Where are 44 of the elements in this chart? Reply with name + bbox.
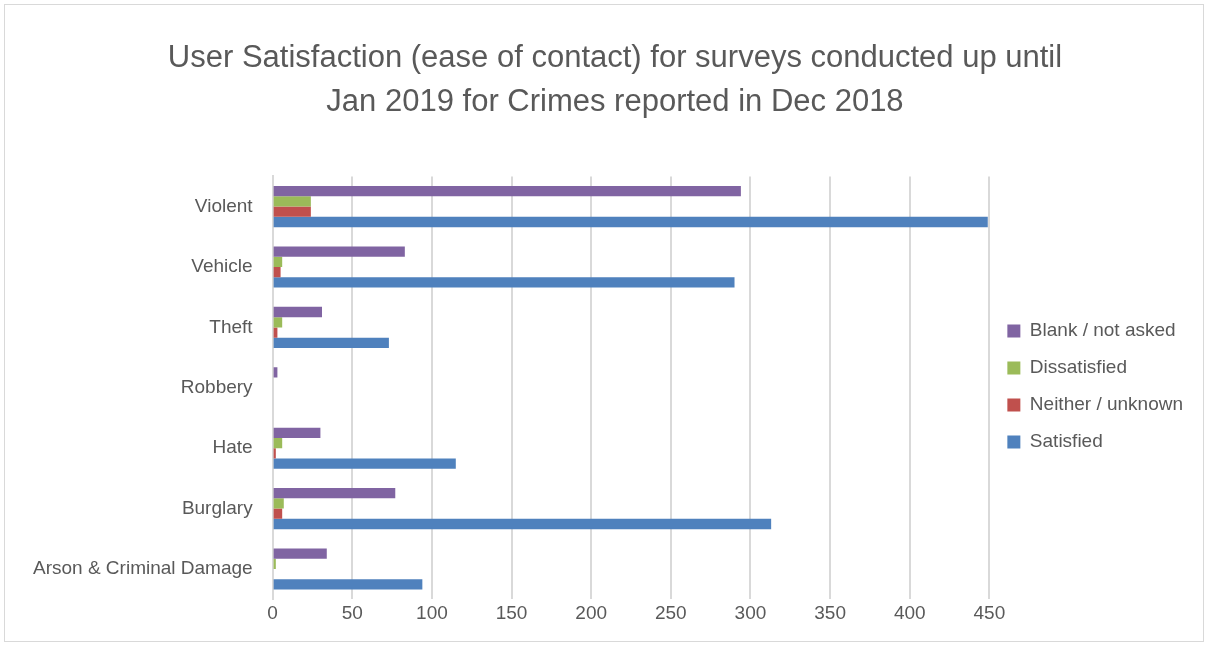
legend-label: Neither / unknown <box>1029 393 1184 415</box>
bar <box>273 488 396 499</box>
y-tick-label: Theft <box>209 315 254 337</box>
bar <box>273 186 741 197</box>
bar <box>273 448 276 459</box>
bar <box>273 267 281 278</box>
bar <box>273 579 423 590</box>
x-tick-label: 50 <box>341 601 363 623</box>
bar <box>273 206 311 217</box>
x-tick-label: 200 <box>575 601 608 623</box>
legend-label: Satisfied <box>1029 430 1103 452</box>
x-tick-label: 400 <box>893 601 926 623</box>
bar <box>273 216 988 228</box>
y-tick-label: Vehicle <box>191 255 253 277</box>
x-tick-label: 350 <box>814 601 846 623</box>
bar <box>273 498 284 509</box>
x-tick-label: 0 <box>267 601 278 623</box>
x-tick-label: 100 <box>416 601 448 623</box>
bar <box>273 558 276 569</box>
bar <box>273 306 323 318</box>
chart-title: User Satisfaction (ease of contact) for surveys conducted up until Jan 2019 for Crimes reported in Dec 2018 <box>166 38 1064 120</box>
bar <box>273 518 772 530</box>
bar <box>273 196 311 207</box>
x-tick-label: 150 <box>495 601 528 623</box>
bar <box>273 256 283 267</box>
x-tick-label: 250 <box>654 601 687 623</box>
bar <box>273 427 321 438</box>
bar <box>273 548 327 559</box>
y-tick-label: Arson & Criminal Damage <box>32 557 253 579</box>
bar <box>273 508 283 519</box>
bar <box>273 337 389 348</box>
y-tick-label: Burglary <box>181 496 254 518</box>
legend-label: Blank / not asked <box>1029 319 1176 341</box>
y-tick-label: Violent <box>194 194 254 216</box>
x-tick-label: 300 <box>734 601 767 623</box>
y-tick-label: Hate <box>212 436 253 458</box>
bar <box>273 277 735 288</box>
x-tick-label: 450 <box>973 601 1006 623</box>
y-tick-label: Robbery <box>180 376 254 398</box>
bar <box>273 458 456 469</box>
legend-label: Dissatisfied <box>1029 356 1128 378</box>
bar <box>273 246 405 257</box>
bar <box>273 437 283 449</box>
bar <box>273 317 283 328</box>
